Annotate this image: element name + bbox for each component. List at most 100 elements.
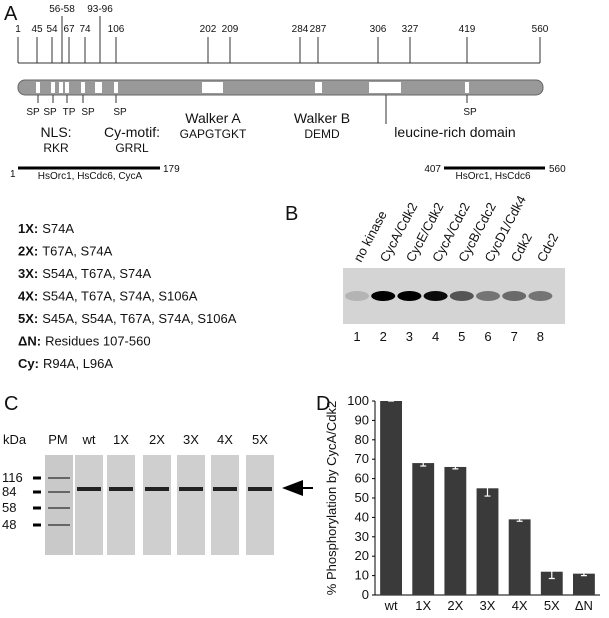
site-label: SP (113, 107, 127, 118)
panel-letter: C (4, 393, 18, 415)
site-label: SP (26, 107, 40, 118)
lane-number: 8 (537, 329, 544, 344)
band (502, 291, 527, 301)
mutant-name: Cy: (18, 356, 39, 371)
marker-label: 84 (2, 484, 16, 499)
band (528, 291, 553, 301)
panel-d: D % Phosphorylation by CycA/Cdk2 0 10 20 30… (316, 393, 600, 613)
lane-number: 4 (432, 329, 439, 344)
mutant: 3X: S54A, T67A, S74A (18, 266, 151, 281)
lane-label: wt (82, 432, 96, 447)
band (248, 487, 272, 491)
gel-strip (246, 455, 274, 555)
marker-label: 116 (2, 470, 23, 485)
lane-label: Cdc2 (534, 231, 561, 265)
scale-label: 1 (15, 24, 21, 35)
scale-label: 56-58 (49, 4, 75, 15)
band (423, 291, 448, 301)
gel-strip (45, 455, 73, 555)
y-tick-label: 60 (355, 471, 369, 486)
mutant-name: ΔN: (18, 334, 41, 349)
mutant-name: 2X: (18, 244, 38, 259)
scale-label: 419 (459, 24, 476, 35)
band (145, 487, 169, 491)
site-lines (37, 95, 468, 124)
motif-title: Walker A (185, 110, 241, 126)
bar (573, 573, 595, 595)
homology-start: 407 (424, 164, 441, 175)
error-bar (452, 464, 459, 470)
site-label: TP (63, 107, 76, 118)
y-tick-label: 100 (347, 393, 369, 408)
mutant-name: 5X: (18, 311, 38, 326)
mutant-desc: S54A, T67A, S74A, S106A (42, 289, 197, 304)
error-bar (484, 479, 491, 497)
x-tick-label: 4X (512, 598, 528, 613)
band (449, 291, 474, 301)
domain-label: leucine-rich domain (394, 124, 515, 140)
mutant: ΔN: Residues 107-560 (18, 334, 151, 349)
bar (476, 488, 499, 595)
error-bar (548, 564, 555, 580)
lane-label: 1X (113, 432, 129, 447)
motif-title: NLS: (40, 124, 71, 140)
scale-label: 93-96 (87, 4, 113, 15)
band (77, 487, 101, 491)
x-tick-label: wt (384, 598, 398, 613)
y-tick-label: 0 (362, 587, 369, 602)
gel-strip (211, 455, 239, 555)
y-tick-label: 80 (355, 432, 369, 447)
arrow (282, 480, 313, 496)
x-tick-label: ΔN (575, 598, 593, 613)
y-tick-label: 20 (355, 548, 369, 563)
x-tick-label: 5X (544, 598, 560, 613)
band (371, 291, 396, 301)
bar (380, 401, 402, 595)
scale-label: 284 (292, 24, 309, 35)
panel-letter: D (316, 393, 330, 415)
bar (444, 466, 467, 595)
mutant-desc: Residues 107-560 (45, 334, 151, 349)
mutant-desc: S54A, T67A, S74A (42, 266, 151, 281)
homology-text: HsOrc1, HsCdc6 (455, 171, 530, 182)
y-tick-label: 40 (355, 509, 369, 524)
lane-label: 3X (183, 432, 199, 447)
mutant-name: 3X: (18, 266, 38, 281)
bar (540, 571, 563, 595)
scale-label: 287 (310, 24, 327, 35)
lane-number: 7 (511, 329, 518, 344)
scale-label: 209 (222, 24, 239, 35)
protein-bar (17, 79, 544, 96)
scale-label: 202 (200, 24, 217, 35)
mutant-name: 4X: (18, 289, 38, 304)
y-tick-label: 50 (355, 490, 369, 505)
lane-label: 2X (149, 432, 165, 447)
site-label: SP (43, 107, 57, 118)
band (345, 291, 369, 301)
motif-title: Walker B (294, 110, 350, 126)
lane-number: 3 (406, 329, 413, 344)
motif-boxes (36, 82, 469, 93)
error-bar (420, 459, 427, 467)
lane-number: 6 (484, 329, 491, 344)
scale-label: 560 (532, 24, 549, 35)
motif-title: Cy-motif: (104, 124, 160, 140)
unit-label: kDa (3, 432, 27, 447)
mutant-desc: S45A, S54A, T67A, S74A, S106A (42, 311, 236, 326)
mutant: 4X: S54A, T67A, S74A, S106A (18, 289, 198, 304)
lane-label: Cdk2 (508, 231, 535, 265)
lane-number: 5 (458, 329, 465, 344)
mutant: Cy: R94A, L96A (18, 356, 113, 371)
band (179, 487, 203, 491)
y-tick-label: 10 (355, 568, 369, 583)
gel-strip (177, 455, 205, 555)
marker-label: 48 (2, 517, 16, 532)
bar (412, 463, 435, 595)
mutant-name: 1X: (18, 221, 38, 236)
mutant: 2X: T67A, S74A (18, 244, 113, 259)
mutant-desc: T67A, S74A (42, 244, 112, 259)
error-bar (580, 571, 587, 577)
